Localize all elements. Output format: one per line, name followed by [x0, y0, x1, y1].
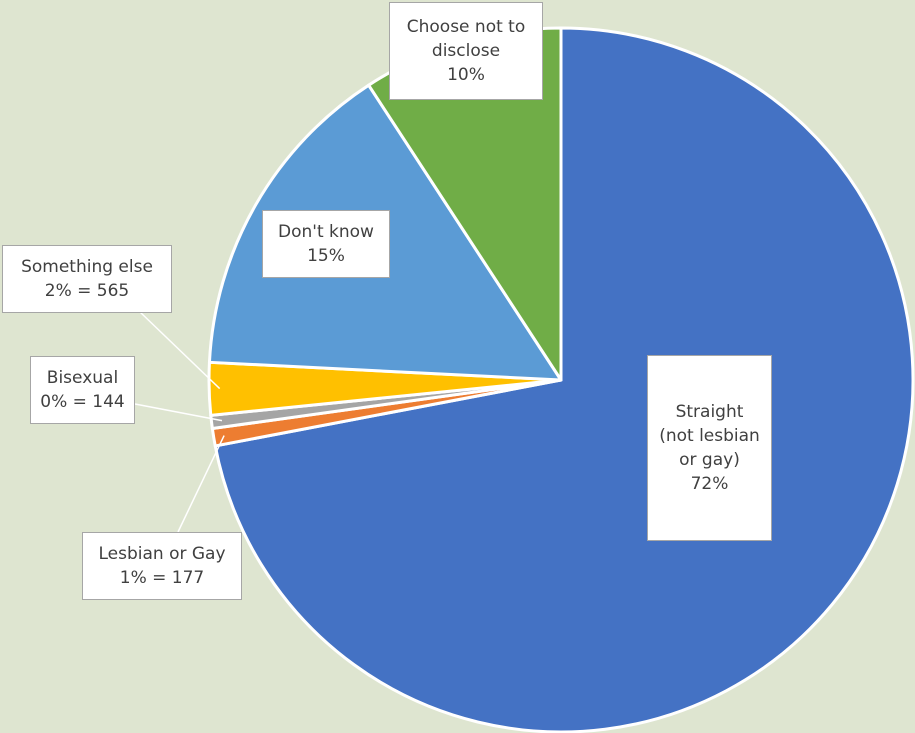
data-label-dont-know: Don't know 15%	[262, 210, 390, 278]
leader-line-bisexual	[134, 403, 223, 422]
data-label-something-else: Something else 2% = 565	[2, 245, 172, 313]
data-label-lesbian-gay: Lesbian or Gay 1% = 177	[82, 532, 242, 600]
leader-line-something-else	[139, 311, 221, 390]
leader-line-lesbian-gay	[177, 435, 225, 533]
data-label-choose-not-to-disclose: Choose not to disclose 10%	[389, 2, 543, 100]
data-label-bisexual: Bisexual 0% = 144	[30, 356, 135, 424]
data-label-straight: Straight (not lesbian or gay) 72%	[647, 355, 772, 541]
pie-slice-straight	[213, 26, 915, 733]
